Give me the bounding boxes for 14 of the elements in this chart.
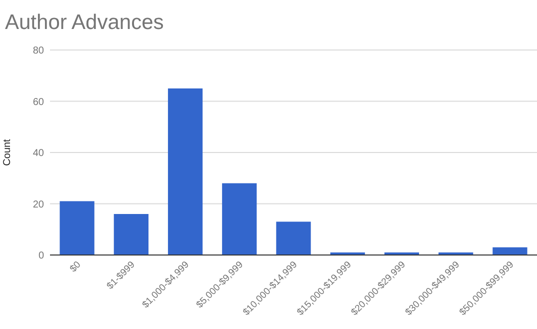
y-tick-label: 60 (32, 96, 44, 108)
y-tick-label: 40 (32, 148, 44, 159)
bar (60, 201, 94, 255)
chart-title: Author Advances (5, 11, 164, 34)
bar (168, 88, 203, 255)
y-axis-title: Count (2, 138, 13, 166)
bar (276, 222, 311, 255)
y-tick-label: 80 (32, 46, 44, 56)
bar (222, 183, 257, 255)
x-tick-label: $0 (68, 259, 84, 275)
y-tick-label: 0 (38, 250, 44, 262)
bar (114, 214, 148, 255)
bar (492, 247, 528, 255)
y-tick-label: 20 (32, 199, 44, 210)
